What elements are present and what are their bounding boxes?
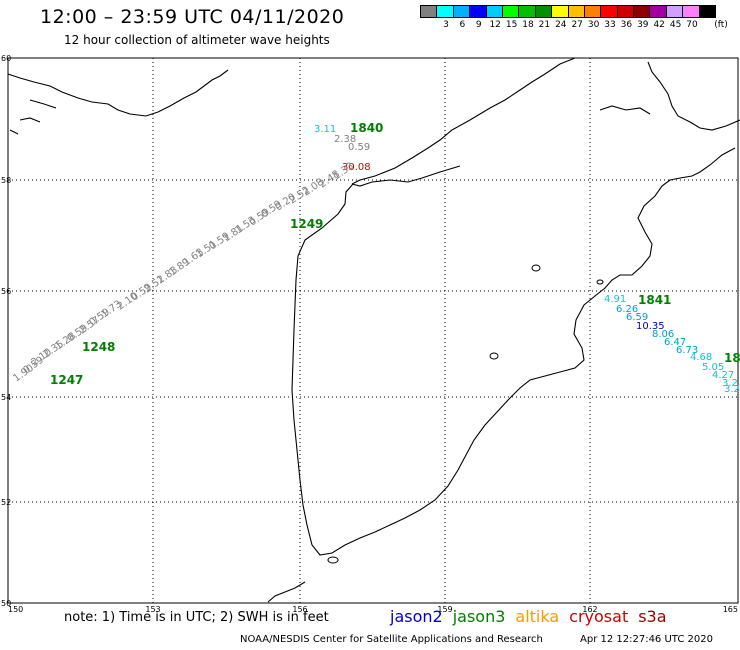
lon-label: 153 [145, 605, 160, 614]
map-subtitle: 12 hour collection of altimeter wave hei… [64, 33, 330, 47]
satellite-altika: altika [515, 607, 560, 626]
swh-value: 3.2 [722, 378, 738, 389]
swh-value: 3.2 [724, 384, 740, 395]
coastline [291, 147, 736, 556]
legend-label: 33 [604, 20, 616, 30]
swh-value: 4.27 [712, 370, 734, 381]
track-time-label: 1840 [350, 121, 383, 135]
lat-label: 50 [1, 599, 11, 608]
track-time-label: 18 [724, 351, 740, 365]
track-time-label: 1247 [50, 373, 83, 387]
coastline [29, 99, 57, 109]
legend-label: 21 [538, 20, 551, 30]
satellite-jason3: jason3 [452, 607, 506, 626]
swh-value: 6.73 [676, 345, 698, 356]
legend-swatches [420, 5, 717, 18]
swh-value: 10.35 [636, 321, 665, 332]
swh-value: 2.38 [334, 134, 356, 145]
swh-value: 0.59 [348, 142, 370, 153]
swh-value: 3.11 [314, 124, 336, 135]
coastline [9, 129, 19, 135]
footer-note: note: 1) Time is in UTC; 2) SWH is in fe… [64, 610, 329, 625]
coastline [351, 57, 576, 185]
coastline [19, 117, 41, 123]
satellite-cryosat: cryosat [569, 607, 629, 626]
track-time-label: 1248 [82, 340, 115, 354]
legend-label: 27 [571, 20, 583, 30]
swh-value: 4.91 [604, 294, 626, 305]
legend-unit: (ft) [714, 20, 728, 30]
lat-label: 54 [1, 393, 11, 402]
lon-label: 150 [8, 605, 23, 614]
lat-label: 60 [1, 54, 11, 63]
swh-value: 6.47 [664, 337, 686, 348]
lon-label: 159 [437, 605, 452, 614]
satellite-legend: jason2 jason3 altika cryosat s3a [390, 607, 677, 626]
swh-value: 6.59 [626, 312, 648, 323]
legend-label: 42 [653, 20, 665, 30]
legend-label: 36 [620, 20, 633, 30]
swh-value: 4.68 [690, 352, 712, 363]
swh-value: 30.08 [342, 162, 371, 173]
color-legend: 3 6 9 12 15 18 21 24 27 30 33 36 39 42 45 70 (ft) [420, 5, 728, 32]
legend-label: 24 [555, 20, 567, 30]
coastline [351, 165, 461, 187]
lon-label: 162 [582, 605, 597, 614]
island-outline [531, 264, 541, 272]
island-outline [489, 352, 499, 360]
legend-label: 18 [522, 20, 534, 30]
legend-label: 15 [505, 20, 518, 30]
legend-label: 6 [459, 20, 466, 30]
credit-text: NOAA/NESDIS Center for Satellite Applica… [240, 634, 543, 645]
legend-label: 45 [669, 20, 682, 30]
legend-swatch [698, 5, 717, 18]
coastline [7, 69, 229, 117]
lon-label: 165 [723, 605, 738, 614]
legend-label: 70 [686, 20, 698, 30]
swh-value: 5.05 [702, 362, 724, 373]
map-frame [7, 57, 739, 604]
map-title: 12:00 – 23:59 UTC 04/11/2020 [40, 6, 345, 28]
lat-label: 58 [1, 176, 11, 185]
swh-value: 8.06 [652, 329, 674, 340]
lat-label: 56 [1, 287, 11, 296]
coastline [267, 581, 306, 603]
satellite-s3a: s3a [638, 607, 667, 626]
legend-label: 12 [489, 20, 501, 30]
timestamp-text: Apr 12 12:27:46 UTC 2020 [580, 634, 713, 645]
track-time-label: 1841 [638, 293, 671, 307]
legend-labels: 3 6 9 12 15 18 21 24 27 30 33 36 39 42 45 70 (ft) [421, 18, 728, 32]
track-time-label: 1249 [290, 217, 323, 231]
lon-label: 156 [292, 605, 307, 614]
legend-label: 9 [475, 20, 482, 30]
island-outline [327, 556, 339, 564]
coastline [647, 61, 740, 131]
satellite-jason2: jason2 [390, 607, 443, 626]
coastline [599, 105, 651, 115]
island-outline [596, 279, 604, 285]
legend-label: 30 [587, 20, 600, 30]
lat-label: 52 [1, 498, 11, 507]
legend-label: 3 [443, 20, 449, 30]
legend-label: 39 [637, 20, 649, 30]
swh-value: 6.26 [616, 304, 638, 315]
